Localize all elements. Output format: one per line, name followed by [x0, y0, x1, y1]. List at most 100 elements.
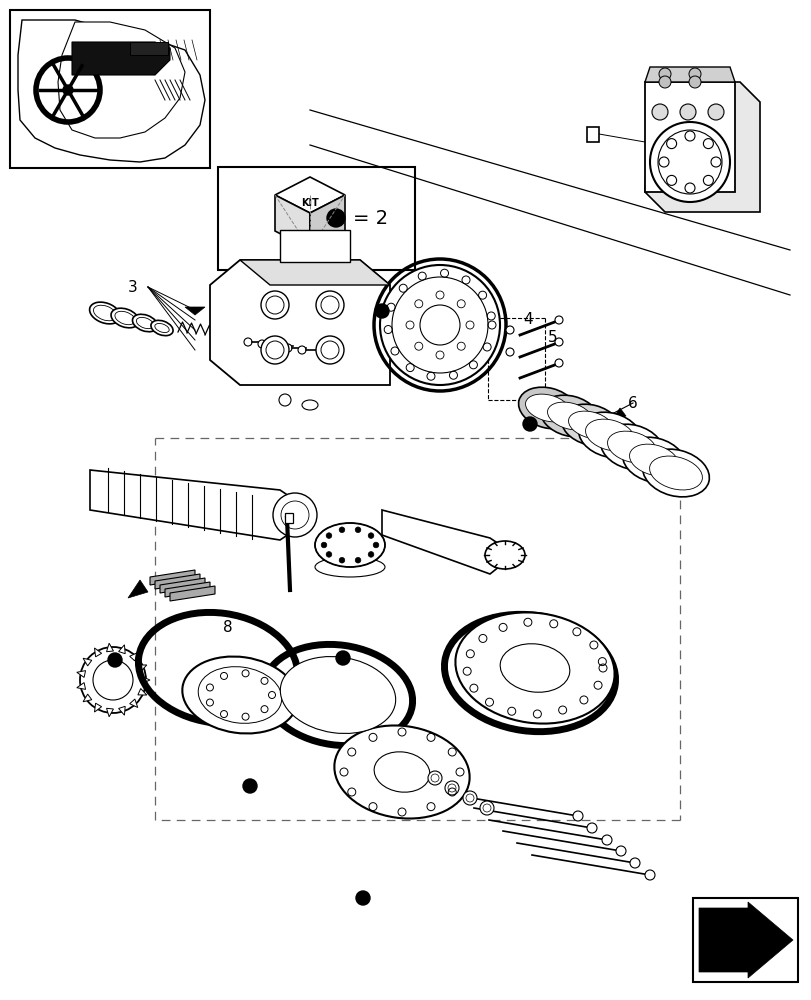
Ellipse shape: [547, 402, 592, 430]
Circle shape: [279, 394, 290, 406]
Polygon shape: [130, 42, 168, 55]
Polygon shape: [644, 82, 734, 192]
Circle shape: [659, 157, 668, 167]
Text: KIT: KIT: [283, 232, 301, 242]
Polygon shape: [275, 195, 310, 249]
Circle shape: [659, 68, 670, 80]
Ellipse shape: [622, 437, 684, 483]
Polygon shape: [142, 677, 150, 683]
Ellipse shape: [89, 302, 120, 324]
Circle shape: [702, 175, 713, 185]
Bar: [586, 127, 599, 142]
Polygon shape: [18, 20, 204, 162]
Circle shape: [336, 651, 350, 665]
Ellipse shape: [568, 411, 613, 439]
Circle shape: [80, 647, 146, 713]
Polygon shape: [310, 195, 345, 249]
Bar: [280, 230, 350, 262]
Circle shape: [380, 265, 500, 385]
Polygon shape: [160, 578, 204, 593]
Polygon shape: [106, 708, 114, 717]
Ellipse shape: [111, 308, 139, 328]
Polygon shape: [94, 648, 101, 657]
Circle shape: [272, 493, 316, 537]
Ellipse shape: [182, 657, 298, 733]
Text: 8: 8: [223, 619, 233, 634]
Circle shape: [586, 823, 596, 833]
Text: 3: 3: [128, 279, 138, 294]
Circle shape: [355, 891, 370, 905]
Text: 7: 7: [650, 438, 660, 452]
Circle shape: [644, 870, 654, 880]
Circle shape: [689, 76, 700, 88]
Ellipse shape: [132, 314, 157, 332]
Ellipse shape: [518, 387, 577, 429]
Circle shape: [601, 835, 611, 845]
Circle shape: [367, 552, 373, 557]
Circle shape: [315, 336, 344, 364]
Polygon shape: [611, 408, 625, 420]
Polygon shape: [94, 703, 101, 712]
Circle shape: [63, 85, 73, 95]
Circle shape: [327, 209, 345, 227]
Circle shape: [679, 104, 695, 120]
Ellipse shape: [315, 523, 384, 567]
Polygon shape: [118, 645, 125, 654]
Polygon shape: [58, 22, 185, 138]
Polygon shape: [138, 665, 147, 671]
Ellipse shape: [484, 541, 525, 569]
Polygon shape: [83, 694, 92, 702]
Circle shape: [479, 801, 493, 815]
Polygon shape: [698, 902, 792, 978]
Circle shape: [326, 552, 332, 557]
Circle shape: [298, 346, 306, 354]
Ellipse shape: [629, 444, 678, 476]
Polygon shape: [185, 307, 204, 315]
Polygon shape: [169, 586, 215, 601]
Polygon shape: [138, 689, 147, 695]
Polygon shape: [83, 658, 92, 666]
Circle shape: [684, 131, 694, 141]
Circle shape: [339, 557, 345, 563]
Ellipse shape: [649, 456, 702, 490]
Circle shape: [573, 811, 582, 821]
Circle shape: [649, 122, 729, 202]
Circle shape: [629, 858, 639, 868]
Ellipse shape: [561, 404, 620, 446]
Polygon shape: [72, 42, 169, 75]
Polygon shape: [155, 574, 200, 589]
Circle shape: [354, 557, 360, 563]
Circle shape: [554, 338, 562, 346]
Circle shape: [260, 336, 289, 364]
Circle shape: [375, 304, 388, 318]
Ellipse shape: [334, 725, 469, 819]
Circle shape: [554, 359, 562, 367]
Polygon shape: [150, 570, 195, 585]
Circle shape: [427, 771, 441, 785]
Polygon shape: [644, 67, 734, 82]
Ellipse shape: [455, 612, 614, 724]
Ellipse shape: [540, 395, 599, 437]
Circle shape: [354, 527, 360, 533]
Bar: [217, 167, 414, 270]
Circle shape: [707, 104, 723, 120]
Polygon shape: [210, 260, 389, 385]
Polygon shape: [106, 643, 114, 652]
Text: KIT: KIT: [301, 198, 319, 208]
Circle shape: [444, 781, 458, 795]
Circle shape: [367, 533, 373, 538]
Circle shape: [522, 417, 536, 431]
Circle shape: [710, 157, 720, 167]
Text: = 2: = 2: [353, 209, 388, 228]
Circle shape: [505, 326, 513, 334]
Polygon shape: [128, 580, 148, 598]
Circle shape: [702, 139, 713, 149]
Circle shape: [554, 316, 562, 324]
Text: 5: 5: [547, 330, 557, 346]
Ellipse shape: [600, 424, 663, 470]
Polygon shape: [130, 653, 138, 661]
Circle shape: [616, 846, 625, 856]
Circle shape: [689, 68, 700, 80]
Circle shape: [666, 175, 676, 185]
Circle shape: [243, 338, 251, 346]
